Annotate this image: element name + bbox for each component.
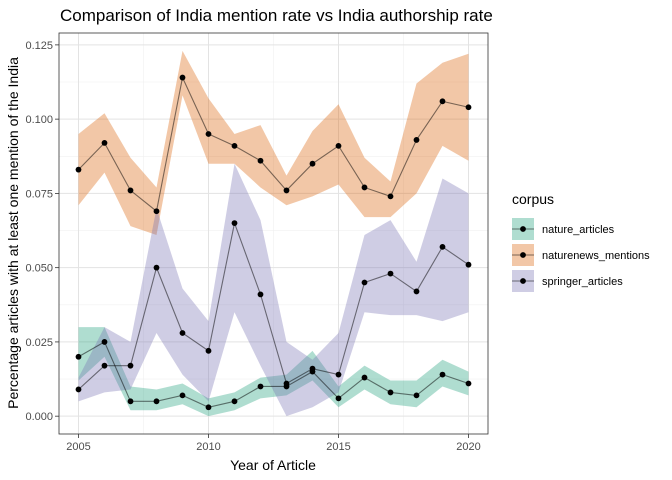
legend-label-nature_articles: nature_articles — [542, 224, 615, 236]
point-naturenews_mentions — [309, 160, 316, 167]
point-nature_articles — [439, 371, 446, 378]
ribbon-nature_articles — [78, 327, 469, 417]
point-springer_articles — [205, 347, 212, 354]
point-nature_articles — [465, 380, 472, 387]
x-tick-label: 2010 — [196, 441, 220, 453]
point-naturenews_mentions — [283, 187, 290, 194]
plot-border — [58, 32, 489, 435]
point-nature_articles — [205, 404, 212, 411]
point-naturenews_mentions — [75, 166, 82, 173]
point-naturenews_mentions — [205, 131, 212, 137]
point-naturenews_mentions — [413, 137, 420, 143]
point-nature_articles — [127, 398, 134, 405]
y-axis: 0.000 0.025 0.050 0.075 0.100 0.125 — [25, 40, 59, 423]
legend-key-point — [520, 226, 526, 232]
point-nature_articles — [153, 398, 160, 405]
line-nature_articles — [78, 341, 469, 408]
series-points — [75, 74, 472, 411]
legend: corpus nature_articles naturenews_mention… — [512, 191, 650, 292]
ribbon-naturenews_mentions — [78, 50, 469, 235]
x-tick-label: 2005 — [66, 441, 90, 453]
point-springer_articles — [127, 362, 134, 369]
grid-lines — [59, 33, 488, 434]
point-springer_articles — [101, 362, 108, 369]
y-tick-label: 0.000 — [25, 411, 53, 423]
point-naturenews_mentions — [101, 140, 108, 146]
point-naturenews_mentions — [231, 142, 238, 149]
y-tick-label: 0.100 — [25, 114, 53, 126]
x-tick-label: 2015 — [326, 441, 350, 453]
confidence-ribbons — [78, 50, 469, 417]
point-nature_articles — [179, 392, 186, 399]
point-springer_articles — [153, 264, 160, 271]
point-naturenews_mentions — [127, 187, 134, 194]
point-nature_articles — [75, 353, 82, 360]
point-naturenews_mentions — [153, 208, 160, 215]
x-axis: 2005 2010 2015 2020 — [66, 434, 481, 453]
point-nature_articles — [101, 339, 108, 345]
point-nature_articles — [231, 398, 238, 405]
point-springer_articles — [387, 270, 394, 277]
series-lines — [78, 75, 469, 408]
point-springer_articles — [75, 386, 82, 393]
point-springer_articles — [231, 220, 238, 227]
legend-label-springer_articles: springer_articles — [542, 276, 623, 288]
point-springer_articles — [283, 380, 290, 387]
line-naturenews_mentions — [78, 75, 469, 213]
chart-title: Comparison of India mention rate vs Indi… — [60, 6, 493, 25]
y-tick-label: 0.075 — [25, 188, 53, 200]
point-springer_articles — [413, 288, 420, 295]
legend-label-naturenews_mentions: naturenews_mentions — [542, 250, 650, 262]
point-naturenews_mentions — [439, 98, 446, 105]
x-tick-label: 2020 — [456, 441, 480, 453]
point-naturenews_mentions — [361, 184, 368, 191]
point-nature_articles — [257, 383, 264, 390]
y-tick-label: 0.025 — [25, 337, 53, 349]
x-axis-title: Year of Article — [230, 457, 316, 473]
point-nature_articles — [335, 395, 342, 402]
point-nature_articles — [387, 389, 394, 396]
point-springer_articles — [335, 371, 342, 378]
point-naturenews_mentions — [335, 142, 342, 149]
point-nature_articles — [413, 392, 420, 399]
point-naturenews_mentions — [465, 104, 472, 111]
y-axis-title: Percentage articles with at least one me… — [5, 57, 21, 409]
point-nature_articles — [361, 374, 368, 381]
y-tick-label: 0.125 — [25, 40, 53, 52]
point-naturenews_mentions — [179, 74, 186, 81]
y-tick-label: 0.050 — [25, 263, 53, 275]
point-naturenews_mentions — [387, 193, 394, 200]
legend-key-point — [520, 252, 526, 258]
point-springer_articles — [439, 243, 446, 250]
point-springer_articles — [309, 365, 316, 372]
point-springer_articles — [361, 279, 368, 286]
legend-key-point — [520, 278, 526, 284]
line-springer_articles — [78, 221, 469, 390]
point-springer_articles — [257, 291, 264, 298]
point-springer_articles — [465, 261, 472, 268]
ribbon-springer_articles — [78, 163, 469, 417]
point-springer_articles — [179, 330, 186, 336]
point-naturenews_mentions — [257, 157, 264, 164]
legend-title: corpus — [512, 191, 554, 207]
